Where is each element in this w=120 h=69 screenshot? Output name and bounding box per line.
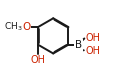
Text: B: B	[75, 40, 82, 50]
Text: OH: OH	[85, 46, 100, 56]
Text: OH: OH	[30, 55, 45, 65]
Text: CH$_3$: CH$_3$	[4, 21, 22, 33]
Text: O: O	[22, 22, 30, 32]
Text: OH: OH	[85, 33, 100, 43]
